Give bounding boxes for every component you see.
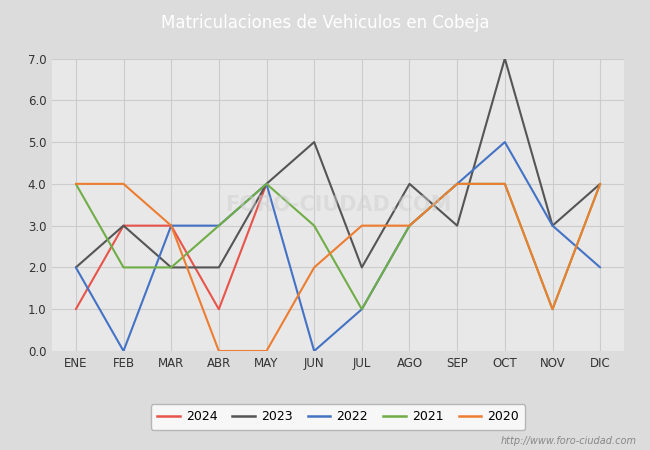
- Text: Matriculaciones de Vehiculos en Cobeja: Matriculaciones de Vehiculos en Cobeja: [161, 14, 489, 32]
- Text: http://www.foro-ciudad.com: http://www.foro-ciudad.com: [501, 436, 637, 446]
- Legend: 2024, 2023, 2022, 2021, 2020: 2024, 2023, 2022, 2021, 2020: [151, 404, 525, 430]
- Text: FORO-CIUDAD.COM: FORO-CIUDAD.COM: [225, 195, 451, 215]
